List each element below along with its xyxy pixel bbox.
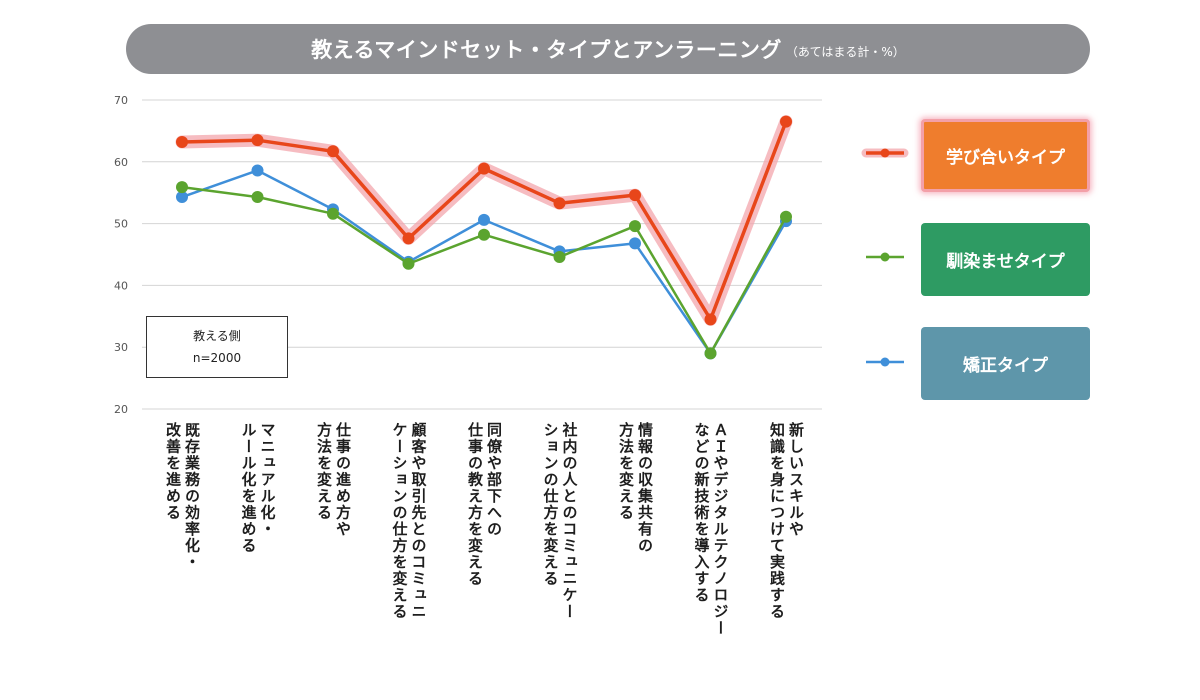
y-tick-label: 40 <box>114 279 128 292</box>
legend-dot-kyosei <box>880 357 890 367</box>
data-point-manabi <box>176 136 188 149</box>
data-point-kyosei <box>629 237 641 250</box>
x-tick-label-line: ションの仕方を変える <box>541 422 560 587</box>
note-line-2: n=2000 <box>192 351 242 365</box>
data-point-najimase <box>478 228 490 241</box>
y-tick-label: 30 <box>114 341 128 354</box>
data-point-manabi <box>553 197 566 210</box>
data-point-najimase <box>704 347 717 360</box>
data-point-najimase <box>402 257 415 270</box>
x-tick-label: 同僚や部下への 仕事の教え方を変える <box>465 422 503 587</box>
x-tick-label-line: マニュアル化・ <box>258 422 277 538</box>
legend-label-kyosei: 矯正タイプ <box>921 327 1090 400</box>
x-tick-label: 既存業務の効率化・ 改善を進める <box>163 422 201 571</box>
x-tick-label-line: 改善を進める <box>164 422 182 521</box>
x-tick-label: 新しいスキルや 知識を身につけて実践する <box>767 422 805 620</box>
data-point-najimase <box>629 220 641 233</box>
data-point-najimase <box>251 191 264 204</box>
data-point-najimase <box>176 181 188 194</box>
data-point-kyosei <box>251 164 264 177</box>
x-tick-label-line: 方法を変える <box>617 422 635 521</box>
x-tick-label-line: ケーションの仕方を変える <box>390 422 409 620</box>
y-tick-label: 70 <box>114 94 128 107</box>
data-point-manabi <box>327 145 339 158</box>
data-point-manabi <box>629 189 641 202</box>
x-tick-label-line: 既存業務の効率化・ <box>183 422 201 571</box>
data-point-kyosei <box>176 191 188 204</box>
y-tick-label: 50 <box>114 218 128 231</box>
legend-label-manabi: 学び合いタイプ <box>921 119 1090 192</box>
data-point-najimase <box>327 207 339 220</box>
x-tick-label-line: 新しいスキルや <box>787 422 805 538</box>
data-point-najimase <box>780 210 792 223</box>
x-tick-label-line: 仕事の教え方を変える <box>466 422 484 587</box>
y-tick-label: 20 <box>114 403 128 416</box>
x-tick-label-line: 同僚や部下への <box>485 422 503 538</box>
y-tick-label: 60 <box>114 156 128 169</box>
x-tick-label: 情報の収集共有の 方法を変える <box>616 422 654 554</box>
x-tick-label-line: 顧客や取引先とのコミュニ <box>409 422 428 620</box>
chart-title: 教えるマインドセット・タイプとアンラーニング <box>311 38 782 62</box>
note-line-1: 教える側 <box>193 329 241 343</box>
x-tick-label-line: 仕事の進め方や <box>334 422 352 538</box>
data-point-manabi <box>251 134 264 147</box>
data-point-kyosei <box>478 213 490 226</box>
x-tick-label-line: などの新技術を導入する <box>692 422 711 604</box>
x-tick-label: 社内の人とのコミュニケー ションの仕方を変える <box>541 422 579 620</box>
data-point-manabi <box>402 232 415 245</box>
data-point-manabi <box>704 313 717 326</box>
chart-subtitle: （あてはまる計・%） <box>785 45 905 59</box>
x-tick-label: マニュアル化・ ルール化を進める <box>239 422 277 554</box>
x-tick-label-line: 社内の人とのコミュニケー <box>560 422 579 620</box>
legend-label-najimase: 馴染ませタイプ <box>921 223 1090 296</box>
x-tick-label: 仕事の進め方や 方法を変える <box>314 422 352 538</box>
chart-title-bar: 教えるマインドセット・タイプとアンラーニング （あてはまる計・%） <box>126 24 1090 74</box>
x-tick-label-line: 方法を変える <box>315 422 333 521</box>
x-tick-label: 顧客や取引先とのコミュニ ケーションの仕方を変える <box>390 422 428 620</box>
legend-dot-manabi <box>880 148 890 158</box>
data-point-manabi <box>478 162 490 175</box>
legend-dot-najimase <box>880 252 890 262</box>
x-tick-label-line: ＡＩやデジタルテクノロジー <box>711 422 730 637</box>
x-tick-label: ＡＩやデジタルテクノロジー などの新技術を導入する <box>692 422 730 637</box>
data-point-najimase <box>553 250 566 263</box>
x-tick-label-line: ルール化を進める <box>239 422 258 554</box>
x-tick-label-line: 情報の収集共有の <box>636 422 654 554</box>
x-tick-label-line: 知識を身につけて実践する <box>768 422 786 620</box>
data-point-manabi <box>780 115 792 128</box>
sample-note-box: 教える側 n=2000 <box>146 316 288 378</box>
